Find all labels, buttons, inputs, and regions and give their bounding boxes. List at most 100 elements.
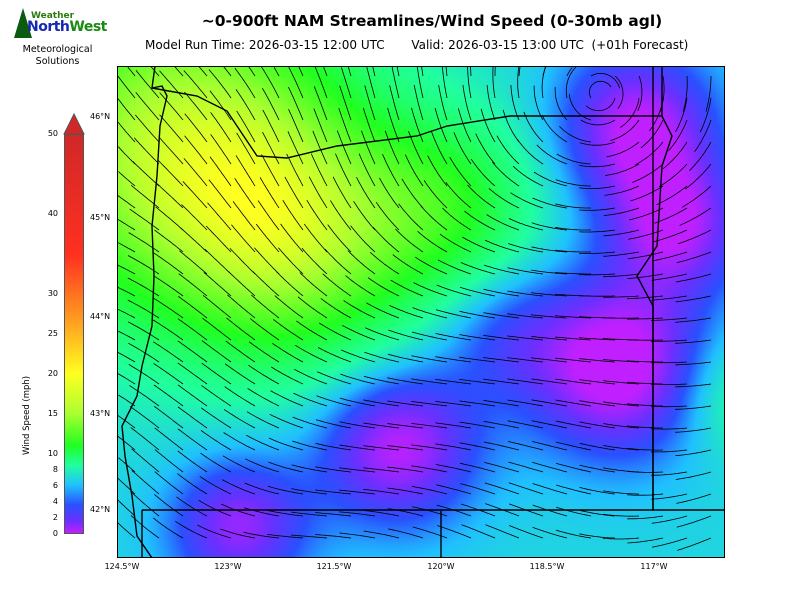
- streamline: [317, 347, 352, 363]
- streamline: [417, 230, 448, 253]
- streamline: [117, 521, 136, 539]
- streamline: [532, 483, 568, 495]
- streamline: [343, 300, 376, 319]
- streamline: [555, 357, 592, 363]
- streamline: [269, 413, 304, 429]
- streamline: [531, 357, 568, 363]
- latitude-label: 44°N: [90, 312, 111, 321]
- streamline: [366, 66, 376, 99]
- streamline: [177, 384, 208, 407]
- streamline: [117, 373, 136, 385]
- streamline: [117, 414, 136, 429]
- streamline: [459, 310, 496, 319]
- streamline: [651, 471, 688, 476]
- streamline: [152, 517, 184, 539]
- streamline: [387, 423, 424, 429]
- streamline: [287, 131, 304, 165]
- streamline: [604, 185, 640, 196]
- streamline: [445, 66, 448, 77]
- streamline: [676, 515, 712, 528]
- streamline: [117, 499, 136, 517]
- streamline: [507, 290, 544, 297]
- streamline: [220, 503, 256, 517]
- streamline: [293, 392, 328, 407]
- streamline: [555, 529, 592, 539]
- streamline: [286, 153, 304, 187]
- streamline: [438, 84, 448, 121]
- streamline: [626, 470, 664, 473]
- streamline: [372, 226, 400, 253]
- streamline: [411, 378, 448, 385]
- streamline: [705, 76, 712, 112]
- streamline: [627, 537, 664, 544]
- streamline: [411, 355, 448, 363]
- streamline: [675, 339, 712, 344]
- streamline: [152, 297, 184, 319]
- streamline: [675, 405, 712, 410]
- streamline: [387, 466, 424, 473]
- streamline: [320, 298, 352, 319]
- streamline: [459, 442, 496, 451]
- streamline: [339, 467, 376, 473]
- streamline: [491, 161, 520, 187]
- streamline: [363, 399, 400, 407]
- streamline: [179, 250, 208, 275]
- streamline: [261, 154, 280, 187]
- streamline: [441, 66, 448, 99]
- streamline: [303, 223, 328, 253]
- streamline: [180, 227, 208, 253]
- streamline: [177, 340, 208, 363]
- latitude-label: 46°N: [90, 112, 111, 121]
- streamline: [590, 72, 621, 89]
- streamline: [675, 449, 712, 457]
- streamline: [579, 358, 616, 363]
- streamline: [656, 185, 688, 206]
- streamline: [273, 319, 304, 341]
- streamline: [363, 510, 400, 517]
- streamline: [384, 130, 400, 165]
- streamline: [314, 66, 328, 99]
- streamline: [603, 423, 640, 429]
- streamline: [458, 108, 472, 143]
- streamline: [603, 513, 640, 517]
- streamline: [154, 449, 184, 473]
- streamline: [603, 445, 640, 451]
- streamline: [488, 188, 520, 209]
- streamline: [516, 138, 544, 165]
- streamline: [132, 161, 160, 187]
- streamline: [363, 488, 400, 495]
- streamline: [210, 134, 232, 165]
- streamline: [202, 294, 232, 319]
- streamline: [475, 133, 496, 165]
- longitude-label: 117°W: [640, 562, 668, 571]
- streamline: [392, 254, 424, 275]
- streamline: [154, 229, 184, 253]
- streamline: [483, 400, 520, 407]
- streamline: [531, 222, 568, 231]
- streamline: [362, 107, 376, 143]
- streamline: [259, 177, 280, 209]
- streamline: [228, 271, 256, 297]
- streamline: [129, 385, 160, 407]
- streamline: [251, 294, 280, 319]
- streamline: [276, 271, 304, 297]
- streamline: [411, 465, 448, 473]
- streamline: [483, 357, 520, 363]
- streamline: [203, 272, 232, 297]
- state-border: [652, 66, 663, 510]
- streamline: [182, 181, 208, 209]
- streamline: [388, 329, 424, 341]
- streamline: [340, 373, 376, 385]
- streamline: [610, 119, 640, 141]
- streamline: [201, 362, 232, 385]
- streamline: [177, 318, 208, 341]
- streamline: [353, 200, 376, 231]
- streamline: [387, 445, 424, 451]
- streamline: [117, 264, 136, 275]
- streamline: [460, 262, 496, 275]
- streamline: [267, 485, 304, 495]
- streamline: [603, 207, 640, 216]
- streamline: [247, 388, 280, 407]
- streamline: [627, 251, 664, 260]
- streamline: [510, 85, 520, 121]
